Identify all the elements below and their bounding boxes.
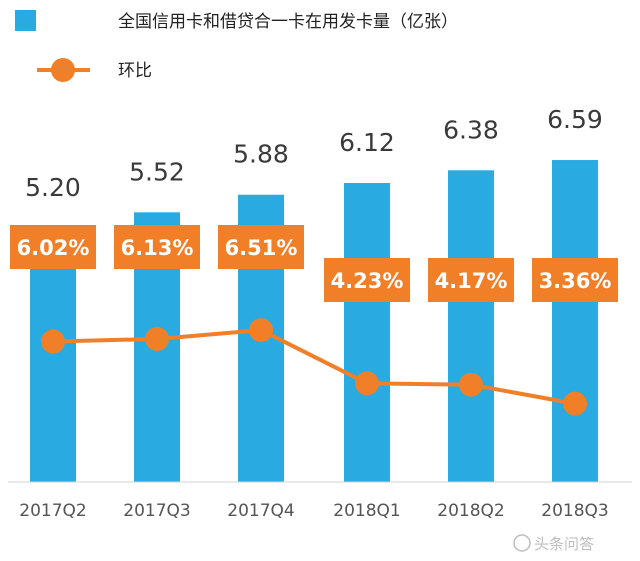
- pct-label: 3.36%: [539, 269, 612, 293]
- x-tick-label: 2017Q3: [123, 501, 190, 521]
- legend-line-marker: [51, 58, 75, 82]
- watermark-logo: 头条问答: [513, 534, 594, 553]
- series-line-huanbi: [52, 328, 576, 406]
- bar-value-label: 5.52: [129, 157, 185, 186]
- bar-value-label: 6.38: [443, 115, 499, 144]
- pct-label-box: [114, 225, 200, 269]
- line-point: [145, 326, 169, 351]
- bar-value-label: 6.59: [547, 105, 603, 134]
- bar-labels-layer: 5.20 5.52 5.88 6.12 6.38 6.59: [25, 105, 603, 202]
- pct-label-box: [218, 225, 304, 269]
- pct-labels-layer: 6.02% 6.13% 6.51% 4.23% 4.17% 3.36%: [10, 225, 618, 302]
- svg-text:头条问答: 头条问答: [534, 535, 594, 553]
- bar-value-label: 5.88: [233, 140, 289, 169]
- bar: [448, 170, 494, 482]
- pct-label: 6.51%: [225, 236, 298, 260]
- pct-label-box: [10, 225, 96, 269]
- x-tick-label: 2017Q4: [227, 501, 294, 521]
- bar: [552, 160, 598, 482]
- line-point: [459, 372, 483, 397]
- x-tick-label: 2018Q3: [541, 501, 608, 521]
- line-point: [249, 318, 273, 343]
- x-tick-label: 2018Q2: [437, 501, 504, 521]
- pct-label: 4.23%: [331, 269, 404, 293]
- pct-label-box: [532, 258, 618, 302]
- legend-bar-swatch: [15, 10, 36, 31]
- line-point: [563, 391, 587, 416]
- line-point: [41, 329, 65, 354]
- pct-label-box: [324, 258, 410, 302]
- legend-line-label: 环比: [118, 61, 152, 81]
- bar-value-label: 6.12: [339, 128, 395, 157]
- watermark-icon: [513, 534, 531, 552]
- line-point: [355, 371, 379, 396]
- bars-layer: [30, 160, 598, 482]
- x-tick-labels: 2017Q2 2017Q3 2017Q4 2018Q1 2018Q2 2018Q3: [19, 501, 608, 521]
- x-tick-label: 2017Q2: [19, 501, 86, 521]
- pct-label-box: [428, 258, 514, 302]
- bar: [30, 227, 76, 482]
- bar-value-label: 5.20: [25, 173, 81, 202]
- legend-bar-label: 全国信用卡和借贷合一卡在用发卡量（亿张）: [118, 12, 458, 32]
- bar: [344, 182, 390, 482]
- pct-label: 6.13%: [121, 236, 194, 260]
- pct-label: 4.17%: [435, 269, 508, 293]
- x-tick-label: 2018Q1: [333, 501, 400, 521]
- legend: 全国信用卡和借贷合一卡在用发卡量（亿张） 环比: [15, 10, 458, 82]
- line-layer: [41, 318, 587, 416]
- pct-label: 6.02%: [17, 236, 90, 260]
